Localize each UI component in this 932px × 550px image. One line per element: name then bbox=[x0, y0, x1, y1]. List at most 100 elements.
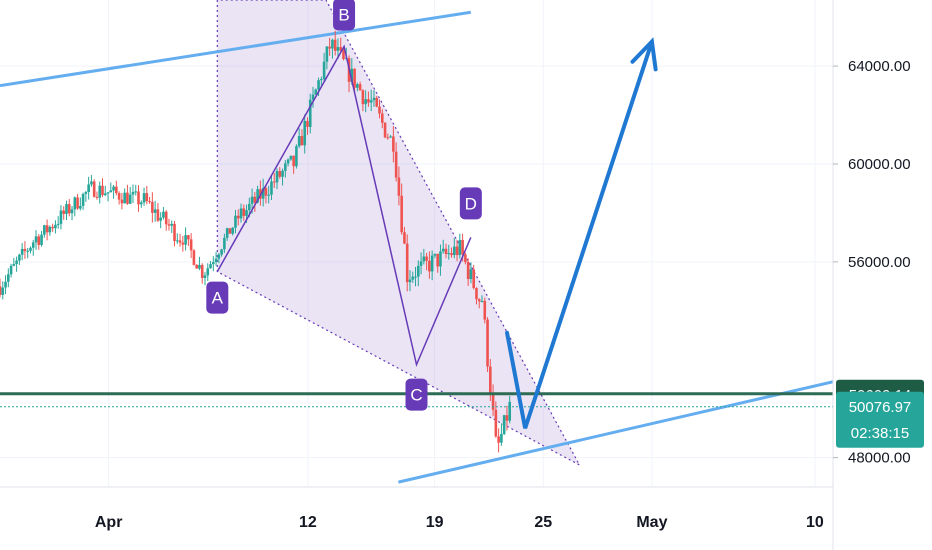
candle-body bbox=[508, 401, 512, 421]
y-tick-label: 60000.00 bbox=[848, 156, 911, 173]
x-tick-label: 12 bbox=[299, 514, 317, 531]
candle-body bbox=[284, 163, 287, 171]
candle-body bbox=[416, 265, 420, 277]
candle-body bbox=[400, 195, 403, 233]
candle-body bbox=[261, 188, 265, 199]
x-tick-label: Apr bbox=[95, 514, 123, 531]
candle-body bbox=[18, 254, 21, 261]
candle-body bbox=[184, 235, 187, 245]
candle-body bbox=[342, 50, 345, 59]
candle-body bbox=[175, 240, 179, 242]
candle-body bbox=[34, 236, 38, 243]
candle-body bbox=[164, 211, 168, 225]
candle-body bbox=[491, 394, 495, 410]
current-price-label: 50076.97 bbox=[849, 399, 912, 416]
candle-body bbox=[248, 203, 251, 211]
candle-body bbox=[20, 248, 24, 255]
candle-body bbox=[115, 186, 118, 194]
candle-body bbox=[403, 232, 406, 244]
candle-body bbox=[9, 265, 13, 275]
candle-body bbox=[151, 201, 154, 213]
candle-body bbox=[308, 99, 312, 127]
candle-body bbox=[137, 191, 140, 205]
candle-body bbox=[181, 242, 185, 245]
candle-body bbox=[502, 415, 506, 434]
candle-body bbox=[98, 185, 102, 198]
candle-body bbox=[43, 225, 46, 235]
candle-body bbox=[264, 188, 268, 196]
candle-body bbox=[200, 264, 204, 278]
candle-body bbox=[436, 253, 439, 267]
candle-body bbox=[394, 151, 398, 178]
candle-body bbox=[428, 260, 431, 272]
candle-body bbox=[281, 170, 284, 177]
candle-body bbox=[103, 193, 107, 196]
candle-body bbox=[31, 242, 35, 248]
candle-body bbox=[419, 261, 423, 266]
candle-body bbox=[278, 171, 282, 177]
pattern-marker-label: C bbox=[410, 386, 422, 405]
candle-body bbox=[126, 192, 129, 204]
candle-body bbox=[217, 254, 221, 259]
candle-body bbox=[289, 155, 293, 160]
candle-body bbox=[173, 223, 176, 242]
candle-body bbox=[455, 246, 459, 256]
candle-body bbox=[422, 256, 426, 262]
candle-body bbox=[392, 136, 395, 152]
y-tick-label: 56000.00 bbox=[848, 254, 911, 271]
candle-body bbox=[167, 224, 171, 226]
candle-body bbox=[76, 197, 79, 209]
candle-body bbox=[353, 68, 356, 88]
candle-body bbox=[148, 201, 151, 203]
candle-body bbox=[109, 190, 113, 193]
candle-body bbox=[234, 215, 237, 228]
candle-body bbox=[187, 235, 190, 240]
candle-body bbox=[153, 209, 157, 213]
candle-body bbox=[367, 99, 370, 103]
candle-body bbox=[311, 94, 315, 100]
pattern-marker-a bbox=[206, 281, 229, 314]
candle-body bbox=[375, 97, 379, 107]
candle-body bbox=[397, 177, 401, 196]
candle-body bbox=[225, 228, 229, 238]
candle-body bbox=[65, 204, 68, 214]
candle-body bbox=[380, 113, 384, 123]
candle-body bbox=[253, 196, 257, 203]
candle-body bbox=[203, 275, 207, 278]
candle-body bbox=[425, 256, 428, 261]
candle-body bbox=[439, 251, 442, 267]
candle-body bbox=[270, 181, 273, 195]
x-tick-label: May bbox=[636, 514, 667, 531]
candle-body bbox=[356, 84, 359, 88]
candle-body bbox=[228, 228, 232, 234]
candle-body bbox=[475, 287, 478, 300]
candle-body bbox=[325, 46, 329, 62]
candle-body bbox=[101, 185, 104, 196]
candle-body bbox=[267, 194, 271, 196]
candle-body bbox=[372, 97, 376, 101]
harmonic-zigzag bbox=[216, 44, 472, 368]
candle-body bbox=[236, 215, 240, 219]
candle-body bbox=[178, 240, 182, 243]
candle-body bbox=[295, 146, 298, 167]
candle-body bbox=[81, 193, 85, 206]
candle-body bbox=[444, 248, 448, 255]
x-tick-label: 25 bbox=[534, 514, 552, 531]
pattern-marker-label: A bbox=[212, 289, 224, 308]
candle-body bbox=[489, 366, 492, 395]
candle-body bbox=[142, 193, 146, 203]
candle-body bbox=[386, 137, 390, 139]
candle-body bbox=[430, 255, 434, 272]
candle-body bbox=[317, 80, 320, 90]
candle-body bbox=[458, 239, 462, 256]
candle-body bbox=[7, 274, 10, 282]
candle-body bbox=[447, 253, 451, 255]
candle-body bbox=[92, 181, 96, 197]
candle-body bbox=[70, 209, 74, 214]
candle-body bbox=[29, 247, 32, 251]
candle-body bbox=[461, 239, 464, 255]
channel-line-2 bbox=[398, 380, 834, 484]
candle-body bbox=[256, 189, 259, 203]
candle-body bbox=[441, 248, 445, 252]
